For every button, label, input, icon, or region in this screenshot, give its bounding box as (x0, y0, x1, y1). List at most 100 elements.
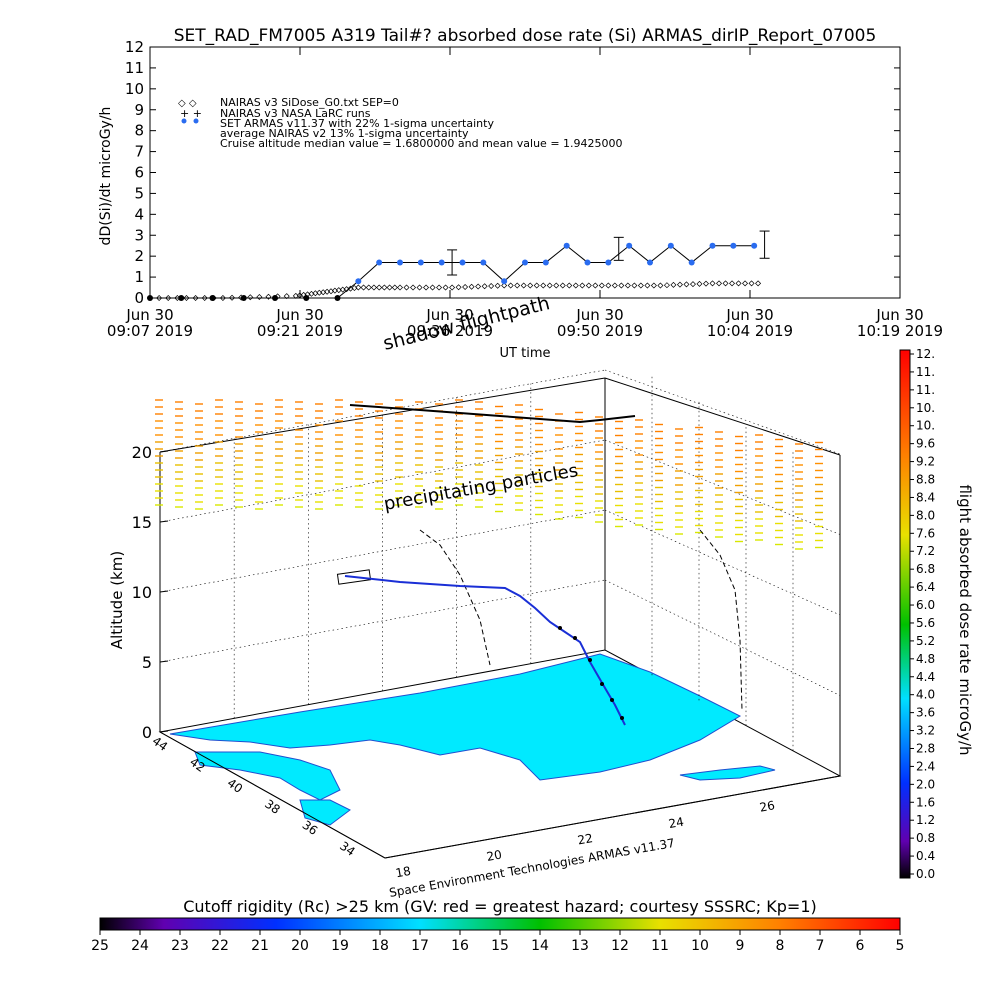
nairas-point (192, 295, 199, 301)
nairas-point (585, 282, 592, 289)
rigidity-colorbar-tick: 10 (691, 938, 709, 954)
x-tick-time: 10:04 2019 (707, 322, 793, 340)
armas-point (438, 259, 445, 266)
dose-colorbar-tick: 3.2 (916, 724, 935, 738)
dose-colorbar-tick: 1.6 (916, 795, 935, 809)
dose-colorbar-tick: 5.2 (916, 634, 935, 648)
rigidity-colorbar-tick: 23 (171, 938, 189, 954)
dose-colorbar-tick: 1.2 (916, 813, 935, 827)
nairas-point (729, 280, 736, 287)
legend-symbol-dot (181, 118, 199, 124)
armas-point (334, 295, 341, 301)
y-tick-label: 6 (134, 164, 144, 182)
y-tick-label: 1 (134, 268, 144, 286)
nairas-point (501, 282, 508, 289)
dose-colorbar-tick: 8.4 (916, 490, 935, 504)
rigidity-colorbar-tick: 18 (371, 938, 389, 954)
nairas-point (559, 282, 566, 289)
nairas-point (449, 284, 456, 291)
altitude-tick-label: 15 (132, 513, 152, 532)
x-tick-date: Jun 30 (575, 306, 623, 324)
shadow-flightpath-right (699, 529, 743, 711)
dose-colorbar-tick: 2.0 (916, 777, 935, 791)
dose-colorbar-tick: 0.4 (916, 849, 935, 863)
chart-title: SET_RAD_FM7005 A319 Tail#? absorbed dose… (174, 26, 877, 46)
rigidity-colorbar-tick: 25 (91, 938, 109, 954)
armas-point (542, 259, 549, 266)
armas-point (667, 242, 674, 249)
nairas-point (722, 280, 729, 287)
y-tick-label: 7 (134, 143, 144, 161)
rigidity-colorbar-tick: 17 (411, 938, 429, 954)
nairas-point (475, 283, 482, 290)
nairas-point (657, 282, 664, 289)
armas-series (147, 242, 758, 301)
armas-point (522, 259, 528, 266)
nairas-point (365, 284, 372, 291)
dose-colorbar-tick: 6.4 (916, 580, 935, 594)
longitude-tick-label: 20 (485, 847, 502, 863)
rigidity-colorbar-tick: 5 (896, 938, 905, 954)
nairas-point (566, 282, 573, 289)
precipitating-particles (155, 399, 823, 550)
armas-point (303, 295, 310, 301)
dose-colorbar-tick: 11. (916, 383, 935, 397)
rigidity-colorbar-tick: 12 (611, 938, 629, 954)
dose-colorbar-tick: 7.2 (916, 544, 935, 558)
nairas-point (540, 282, 547, 289)
nairas-point (283, 293, 290, 300)
x-tick-time: 09:36 2019 (407, 322, 493, 340)
nairas-point (637, 282, 644, 289)
rigidity-colorbar-tick: 6 (856, 938, 865, 954)
error-bars (447, 230, 770, 276)
rigidity-colorbar-tick: 7 (816, 938, 825, 954)
nairas-point (742, 280, 749, 287)
nairas-point (256, 293, 263, 300)
x-tick-time: 09:50 2019 (557, 322, 643, 340)
nairas-point (462, 284, 469, 291)
rigidity-colorbar-title: Cutoff rigidity (Rc) >25 km (GV: red = g… (183, 897, 817, 916)
legend-entry-2: SET ARMAS v11.37 with 22% 1-sigma uncert… (220, 117, 494, 130)
nairas-point (553, 282, 560, 289)
top-chart: SET_RAD_FM7005 A319 Tail#? absorbed dose… (98, 26, 943, 361)
rigidity-colorbar-tick: 16 (451, 938, 469, 954)
dose-colorbar-gradient (899, 349, 911, 879)
altitude-axis: 0 5 10 15 20 (132, 443, 169, 742)
x-axis-label: UT time (500, 346, 551, 361)
armas-point (584, 259, 591, 266)
latitude-tick-label: 44 (150, 734, 171, 754)
armas-point (459, 259, 466, 266)
armas-point (355, 278, 362, 285)
nairas-point (410, 284, 417, 291)
legend-symbol-diamond: ◇ ◇ (178, 98, 197, 109)
dose-colorbar-tick: 2.8 (916, 741, 935, 755)
nairas-point (748, 280, 755, 287)
nairas-point (247, 294, 254, 301)
nairas-point (403, 284, 410, 291)
dose-colorbar-tick: 9.2 (916, 455, 935, 469)
shadow-flightpath-top (349, 404, 636, 424)
y-tick-label: 8 (134, 122, 144, 140)
legend-entry-4: Cruise altitude median value = 1.6800000… (220, 137, 623, 150)
dose-colorbar: 12. 11. 11. 10. 10. 9.6 9.2 8.8 8.4 8.0 7.6 7.2 6.8 6… (899, 347, 974, 881)
latitude-tick-label: 40 (225, 776, 246, 796)
dose-colorbar-tick: 10. (916, 419, 935, 433)
rigidity-colorbar-tick: 20 (291, 938, 309, 954)
dose-colorbar-tick: 0.0 (916, 867, 935, 881)
armas-point (209, 295, 216, 301)
dose-colorbar-tick: 3.6 (916, 706, 935, 720)
nairas-point (397, 284, 403, 291)
nairas-point (165, 295, 172, 301)
flight-path-descent (558, 626, 624, 720)
nairas-point (183, 295, 190, 301)
nairas-point (386, 284, 393, 291)
nairas-point (481, 283, 488, 290)
armas-point (751, 242, 758, 249)
armas-point (376, 259, 383, 266)
armas-point (605, 259, 612, 266)
nairas-point (442, 284, 449, 291)
y-tick-label: 11 (125, 59, 144, 77)
nairas-point (514, 282, 521, 289)
nairas-point (156, 295, 163, 301)
